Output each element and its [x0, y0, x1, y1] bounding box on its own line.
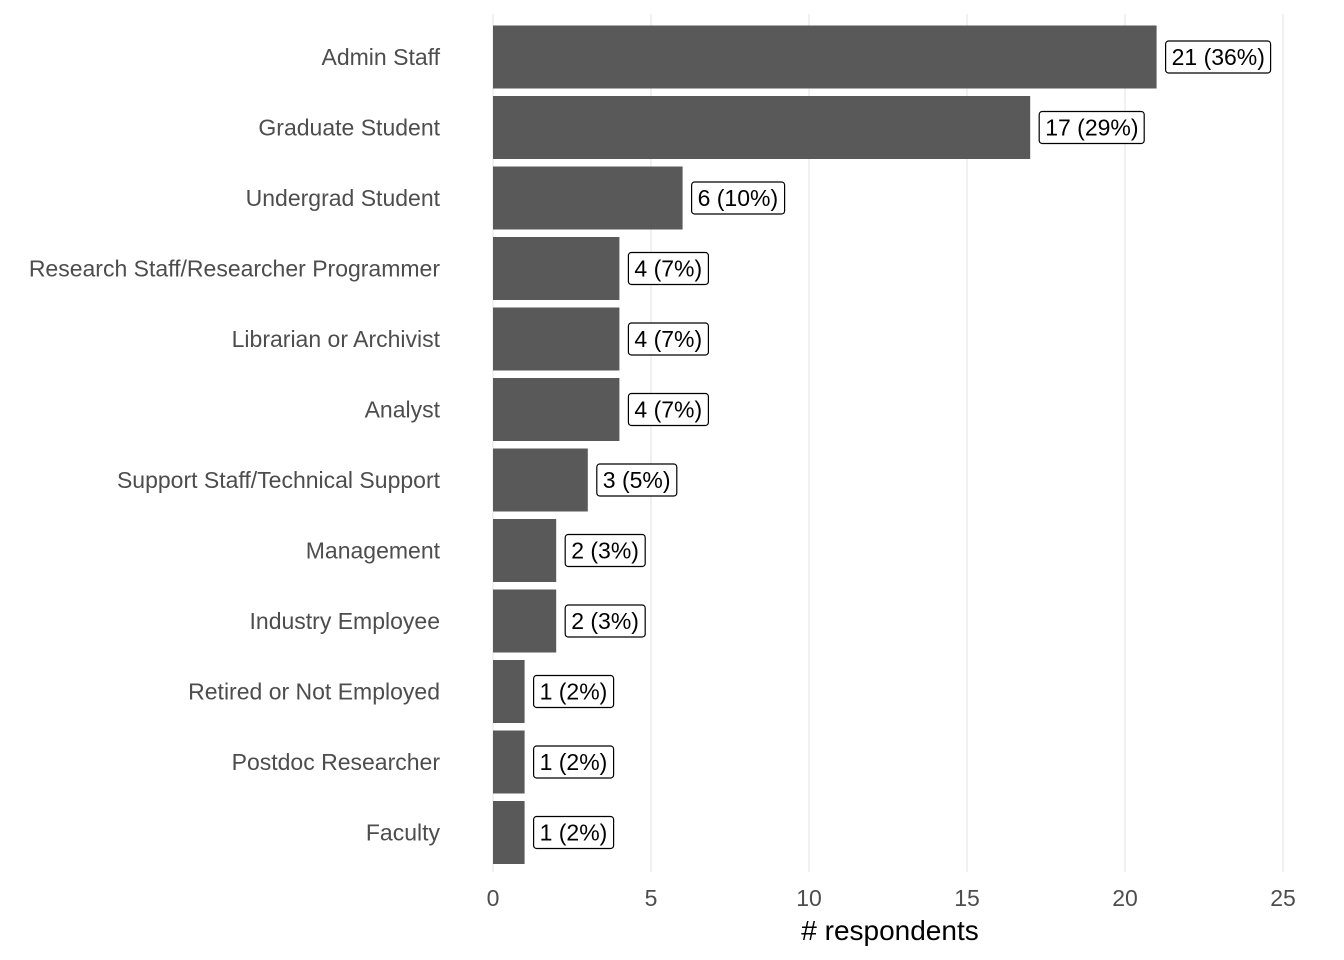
bar: [493, 730, 525, 794]
data-label: 21 (36%): [1164, 40, 1272, 74]
data-label: 2 (3%): [564, 604, 646, 638]
category-label: Industry Employee: [250, 608, 440, 634]
data-label-text: 4 (7%): [634, 326, 702, 352]
data-label-text: 1 (2%): [540, 749, 608, 775]
data-label-text: 4 (7%): [634, 397, 702, 423]
data-label-text: 1 (2%): [540, 820, 608, 846]
data-labels: 21 (36%) 17 (29%) 6 (10%) 4 (7%) 4 (7%) 4 (7%…: [532, 40, 1272, 850]
x-axis-title: # respondents: [801, 915, 978, 946]
x-tick-label: 5: [645, 885, 658, 911]
x-tick-label: 15: [954, 885, 980, 911]
data-label-box: [596, 463, 678, 497]
bar: [493, 166, 683, 230]
data-label-box: [564, 533, 646, 568]
data-label-box: [690, 181, 786, 215]
bar: [493, 378, 620, 441]
bar: [493, 801, 525, 864]
bars: [493, 25, 1157, 864]
data-label: 1 (2%): [532, 815, 615, 850]
data-label-box: [532, 674, 615, 709]
data-label-text: 1 (2%): [540, 679, 608, 705]
category-label: Analyst: [365, 397, 441, 423]
data-label: 6 (10%): [690, 181, 786, 215]
x-tick-label: 10: [796, 885, 822, 911]
data-label-box: [1038, 110, 1145, 145]
category-label: Support Staff/Technical Support: [117, 467, 441, 493]
category-axis-labels: Admin Staff Graduate Student Undergrad Stu…: [29, 44, 441, 846]
data-label-box: [627, 392, 710, 427]
bar: [493, 660, 525, 723]
data-label: 1 (2%): [532, 674, 615, 709]
data-label: 3 (5%): [596, 463, 678, 497]
bar: [493, 448, 588, 512]
category-label: Research Staff/Researcher Programmer: [29, 256, 441, 282]
data-label-text: 21 (36%): [1172, 44, 1265, 70]
data-label: 4 (7%): [627, 392, 710, 427]
bar: [493, 237, 620, 300]
category-label: Postdoc Researcher: [232, 749, 441, 775]
data-label: 4 (7%): [627, 322, 710, 356]
category-label: Retired or Not Employed: [188, 679, 440, 705]
bar: [493, 589, 557, 653]
bar: [493, 25, 1157, 89]
bar: [493, 307, 620, 371]
category-label: Management: [306, 538, 441, 564]
data-label: 2 (3%): [564, 533, 646, 568]
data-label: 17 (29%): [1038, 110, 1145, 145]
data-label-text: 4 (7%): [634, 256, 702, 282]
category-label: Undergrad Student: [246, 185, 441, 211]
x-tick-label: 20: [1112, 885, 1138, 911]
data-label: 1 (2%): [532, 745, 615, 779]
data-label-text: 17 (29%): [1045, 115, 1138, 141]
category-label: Librarian or Archivist: [232, 326, 441, 352]
data-label-box: [532, 815, 615, 850]
data-label-box: [532, 745, 615, 779]
data-label-text: 6 (10%): [698, 185, 779, 211]
x-tick-label: 0: [487, 885, 500, 911]
bar: [493, 519, 557, 582]
data-label-box: [564, 604, 646, 638]
data-label-box: [1164, 40, 1272, 74]
data-label: 4 (7%): [627, 251, 710, 286]
category-label: Admin Staff: [322, 44, 441, 70]
category-label: Faculty: [366, 820, 441, 846]
data-label-box: [627, 251, 710, 286]
data-label-text: 3 (5%): [603, 467, 671, 493]
x-tick-label: 25: [1270, 885, 1296, 911]
category-label: Graduate Student: [258, 115, 440, 141]
x-axis-tick-labels: 0 5 10 15 20 25: [487, 885, 1296, 911]
data-label-text: 2 (3%): [571, 538, 639, 564]
bar: [493, 96, 1031, 159]
data-label-box: [627, 322, 710, 356]
data-label-text: 2 (3%): [571, 608, 639, 634]
